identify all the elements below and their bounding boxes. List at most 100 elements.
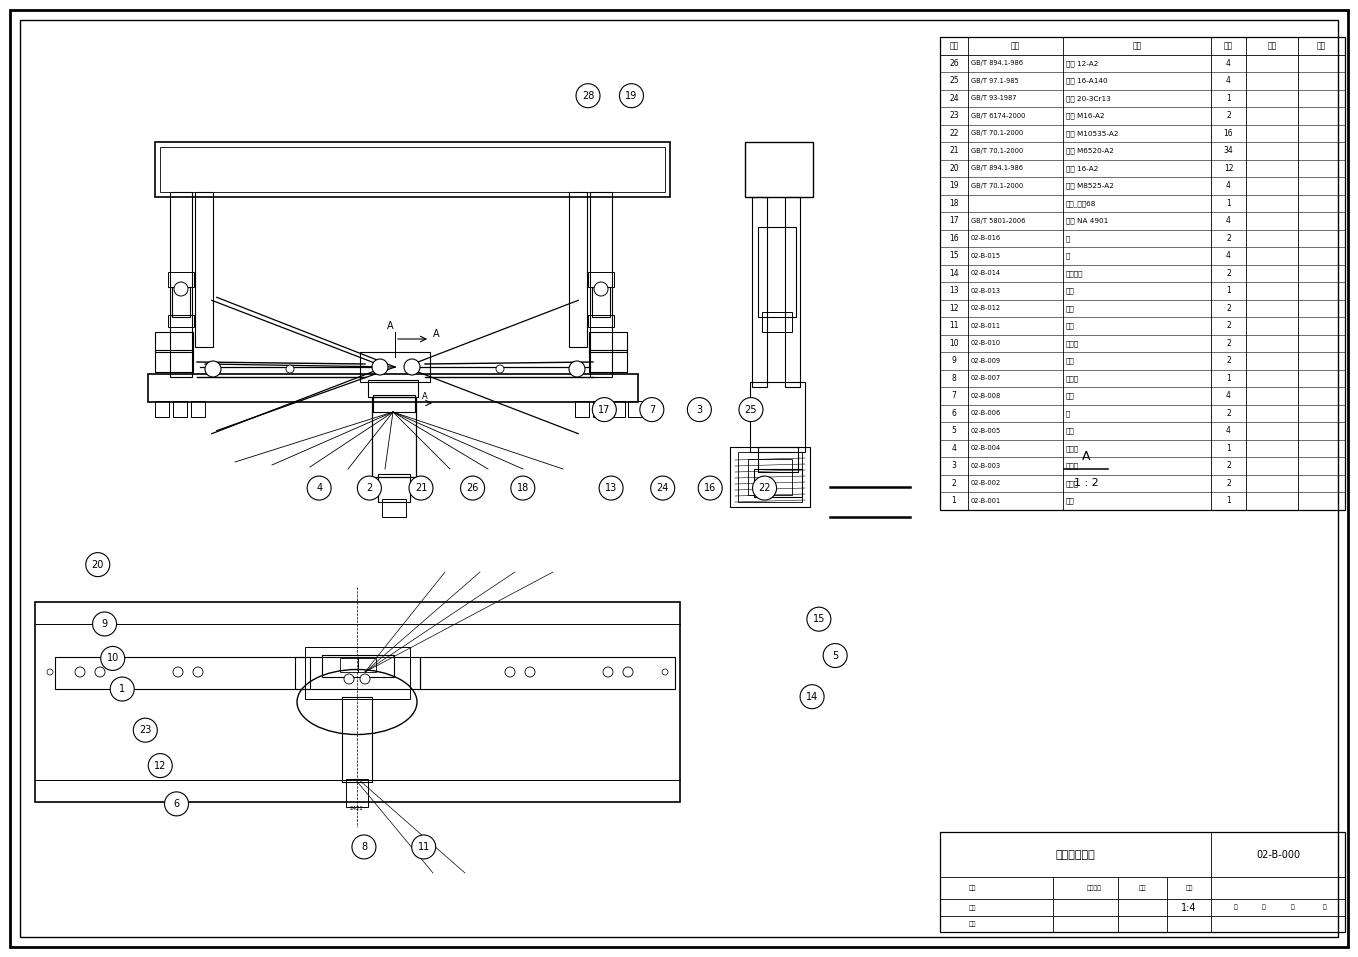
Text: 2: 2 xyxy=(1226,409,1230,418)
Text: 6: 6 xyxy=(174,799,179,809)
Text: 19: 19 xyxy=(949,181,959,190)
Text: 左板螺母: 左板螺母 xyxy=(1066,270,1084,277)
Text: 4: 4 xyxy=(1226,181,1230,190)
Text: 挡圈 16-A2: 挡圈 16-A2 xyxy=(1066,165,1099,171)
Circle shape xyxy=(92,612,117,636)
Text: 02-B-009: 02-B-009 xyxy=(971,358,1001,364)
Text: 4: 4 xyxy=(1226,216,1230,225)
Text: 支撑板: 支撑板 xyxy=(1066,480,1080,486)
Text: 21: 21 xyxy=(949,146,959,155)
Bar xyxy=(762,312,792,332)
Text: 02-B-001: 02-B-001 xyxy=(971,498,1001,503)
Text: 4: 4 xyxy=(1226,391,1230,400)
Text: 02-B-016: 02-B-016 xyxy=(971,235,1001,241)
Text: GB/T 6174-2000: GB/T 6174-2000 xyxy=(971,113,1025,119)
Text: 18: 18 xyxy=(949,199,959,208)
Text: 2: 2 xyxy=(1226,322,1230,330)
Text: GB/T 70.1-2000: GB/T 70.1-2000 xyxy=(971,130,1023,136)
Bar xyxy=(148,374,638,402)
Text: 材料: 材料 xyxy=(1267,41,1277,51)
Text: 14: 14 xyxy=(805,692,819,701)
Text: 2422: 2422 xyxy=(350,806,364,811)
Bar xyxy=(569,192,587,347)
Text: 16: 16 xyxy=(949,234,959,243)
Text: 19: 19 xyxy=(625,91,638,100)
Circle shape xyxy=(357,476,382,501)
Bar xyxy=(785,197,800,387)
Text: 02-B-012: 02-B-012 xyxy=(971,305,1001,311)
Bar xyxy=(589,350,627,372)
Circle shape xyxy=(800,684,824,709)
Text: 第: 第 xyxy=(1290,904,1294,910)
Bar xyxy=(574,401,589,417)
Circle shape xyxy=(307,476,331,501)
Bar xyxy=(372,397,416,477)
Circle shape xyxy=(569,361,585,377)
Text: 数量: 数量 xyxy=(1224,41,1233,51)
Text: 2: 2 xyxy=(1226,461,1230,470)
Text: 25: 25 xyxy=(949,77,959,85)
Circle shape xyxy=(86,552,110,577)
Circle shape xyxy=(133,718,158,743)
Circle shape xyxy=(619,83,644,108)
Text: 4: 4 xyxy=(1226,252,1230,260)
Text: 1: 1 xyxy=(1226,94,1230,102)
Circle shape xyxy=(352,835,376,859)
Text: A: A xyxy=(1082,451,1090,463)
Text: 2: 2 xyxy=(1226,269,1230,278)
Text: 3: 3 xyxy=(952,461,956,470)
Text: 02-B-007: 02-B-007 xyxy=(971,375,1001,381)
Text: 14: 14 xyxy=(949,269,959,278)
Text: 15: 15 xyxy=(949,252,959,260)
Text: 油缸_行程68: 油缸_行程68 xyxy=(1066,200,1096,207)
Bar xyxy=(155,401,168,417)
Text: 1 : 2: 1 : 2 xyxy=(1074,478,1099,488)
Text: 2: 2 xyxy=(1226,339,1230,347)
Bar xyxy=(368,380,418,397)
Circle shape xyxy=(576,83,600,108)
Text: 2: 2 xyxy=(1226,356,1230,366)
Bar xyxy=(627,401,642,417)
Circle shape xyxy=(687,397,712,422)
Text: 17: 17 xyxy=(598,405,611,414)
Text: GB/T 93-1987: GB/T 93-1987 xyxy=(971,96,1017,101)
Bar xyxy=(746,142,813,197)
Bar xyxy=(306,647,410,699)
Text: 设计: 设计 xyxy=(968,885,976,891)
Bar xyxy=(155,350,193,372)
Text: 共: 共 xyxy=(1234,904,1237,910)
Text: 6: 6 xyxy=(952,409,956,418)
Text: 02-B-005: 02-B-005 xyxy=(971,428,1001,434)
Text: 02-B-004: 02-B-004 xyxy=(971,445,1001,452)
Text: A: A xyxy=(387,321,394,331)
Text: A: A xyxy=(422,392,428,401)
Text: 2: 2 xyxy=(1226,234,1230,243)
Text: 压纸架: 压纸架 xyxy=(1066,375,1080,382)
Text: 8: 8 xyxy=(952,374,956,383)
Text: 比例: 比例 xyxy=(1186,885,1192,891)
Bar xyxy=(589,332,627,352)
Circle shape xyxy=(823,643,847,668)
Text: 底板: 底板 xyxy=(1066,498,1074,504)
Bar xyxy=(168,272,194,287)
Text: 1:4: 1:4 xyxy=(1181,903,1196,913)
Circle shape xyxy=(100,646,125,671)
Text: 液压压纸机构: 液压压纸机构 xyxy=(1055,850,1096,860)
Circle shape xyxy=(496,365,504,373)
Text: 女柱: 女柱 xyxy=(1066,392,1074,399)
Text: 11: 11 xyxy=(417,842,430,852)
Bar xyxy=(731,447,809,507)
Text: 5: 5 xyxy=(952,426,956,435)
Text: 12: 12 xyxy=(949,303,959,313)
Text: 16: 16 xyxy=(1224,129,1233,138)
Text: 小底板: 小底板 xyxy=(1066,445,1080,452)
Text: 轴: 轴 xyxy=(1066,253,1070,259)
Text: 7: 7 xyxy=(952,391,956,400)
Bar xyxy=(593,401,607,417)
Circle shape xyxy=(640,397,664,422)
Text: 5: 5 xyxy=(832,651,838,660)
Text: 26: 26 xyxy=(466,483,479,493)
Text: 重量: 重量 xyxy=(1139,885,1146,891)
Circle shape xyxy=(411,835,436,859)
Text: 02-B-013: 02-B-013 xyxy=(971,288,1001,294)
